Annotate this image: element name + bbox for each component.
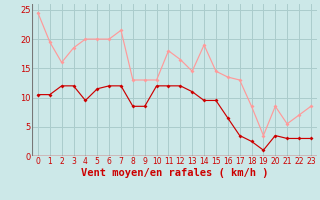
X-axis label: Vent moyen/en rafales ( km/h ): Vent moyen/en rafales ( km/h )	[81, 168, 268, 178]
